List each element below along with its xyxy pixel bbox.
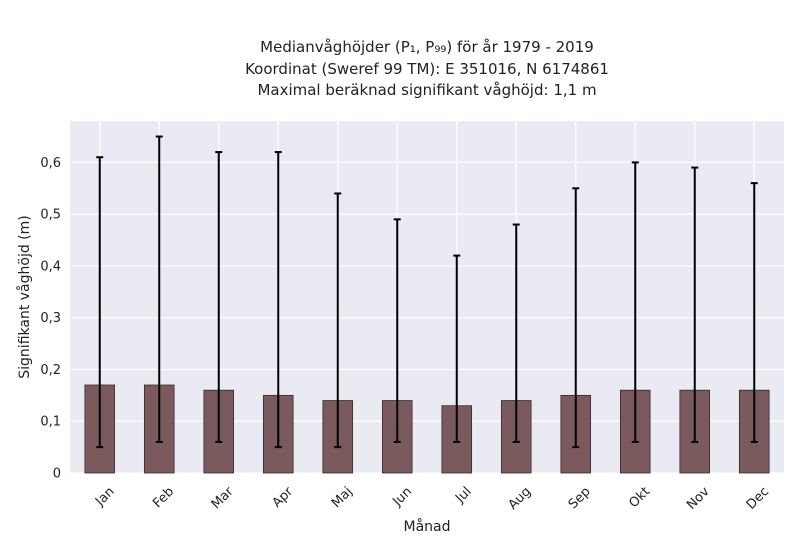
- x-tick-label: Apr: [270, 484, 297, 511]
- error-bar-apr: [274, 151, 282, 449]
- x-tick-label: Sep: [566, 484, 594, 512]
- x-tick-label: Maj: [329, 484, 356, 511]
- x-tick-label: Jul: [452, 484, 474, 506]
- error-bar-okt: [631, 161, 639, 443]
- error-bar-mar: [215, 151, 223, 443]
- x-tick-labels: Jan Feb Mar Apr Maj Jun Jul Aug Sep Okt Nov Dec: [92, 484, 772, 513]
- error-bar-jul: [453, 254, 461, 443]
- error-bar-jun: [393, 218, 401, 443]
- error-bar-aug: [512, 223, 520, 443]
- error-bar-nov: [691, 166, 699, 443]
- y-tick-label: 0,5: [40, 208, 61, 223]
- y-tick-label: 0,2: [40, 363, 61, 378]
- plot-area: [70, 121, 784, 473]
- y-tick-label: 0,4: [40, 259, 61, 274]
- x-tick-label: Feb: [150, 484, 177, 511]
- error-bar-maj: [334, 192, 342, 449]
- y-tick-label: 0,6: [40, 156, 61, 171]
- chart-title: Medianvåghöjder (P₁, P₉₉) för år 1979 - …: [245, 38, 609, 99]
- error-bar-jan: [96, 156, 104, 449]
- y-tick-labels: 0 0,1 0,2 0,3 0,4 0,5 0,6: [40, 156, 61, 482]
- title-line-2: Koordinat (Sweref 99 TM): E 351016, N 61…: [245, 60, 609, 78]
- y-tick-label: 0,3: [40, 311, 61, 326]
- x-tick-label: Okt: [626, 484, 653, 511]
- x-tick-label: Mar: [209, 484, 237, 512]
- x-tick-label: Aug: [506, 484, 535, 513]
- title-line-1: Medianvåghöjder (P₁, P₉₉) för år 1979 - …: [260, 38, 594, 56]
- y-axis-label: Signifikant våghöjd (m): [16, 215, 33, 378]
- title-line-3: Maximal beräknad signifikant våghöjd: 1,…: [257, 81, 596, 99]
- x-tick-label: Jan: [92, 484, 117, 509]
- error-bar-sep: [572, 187, 580, 449]
- x-tick-label: Dec: [744, 484, 772, 512]
- x-axis-label: Månad: [404, 518, 451, 535]
- error-bar-dec: [750, 182, 758, 443]
- y-tick-label: 0,1: [40, 415, 61, 430]
- y-tick-label: 0: [53, 467, 61, 482]
- x-tick-label: Nov: [684, 484, 713, 513]
- error-bars: [96, 135, 758, 449]
- error-bar-feb: [155, 135, 163, 443]
- x-tick-label: Jun: [389, 484, 415, 510]
